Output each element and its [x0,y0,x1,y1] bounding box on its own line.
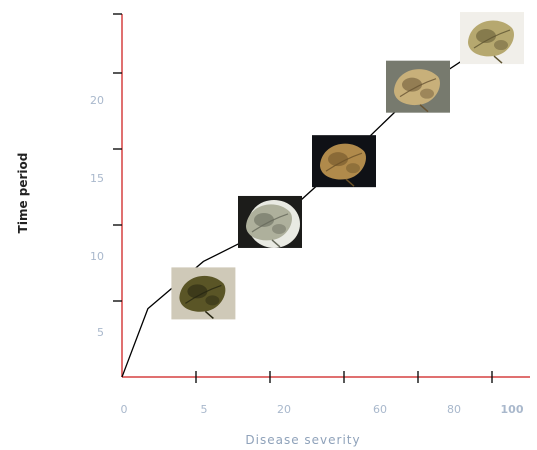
leaf-photo-stage-4 [386,60,450,113]
x-tick-label: 0 [121,403,128,416]
y-tick-label: 10 [90,250,104,263]
x-tick-label: 20 [277,403,291,416]
x-axis-title: Disease severity [245,433,360,447]
y-tick-label: 5 [97,326,104,339]
y-tick-label: 15 [90,172,104,185]
leaf-photo-stage-2 [238,195,302,248]
y-axis-title: Time period [16,153,30,234]
x-tick-label: 80 [447,403,461,416]
leaf-photo-stage-1 [171,267,236,320]
y-tick-label: 20 [90,94,104,107]
x-tick-label: 60 [373,403,387,416]
x-tick-label: 5 [201,403,208,416]
data-line [121,17,522,378]
x-tick-label: 100 [501,403,524,416]
leaf-photo-stage-3 [312,135,376,188]
leaf-photo-stage-5 [460,12,524,65]
